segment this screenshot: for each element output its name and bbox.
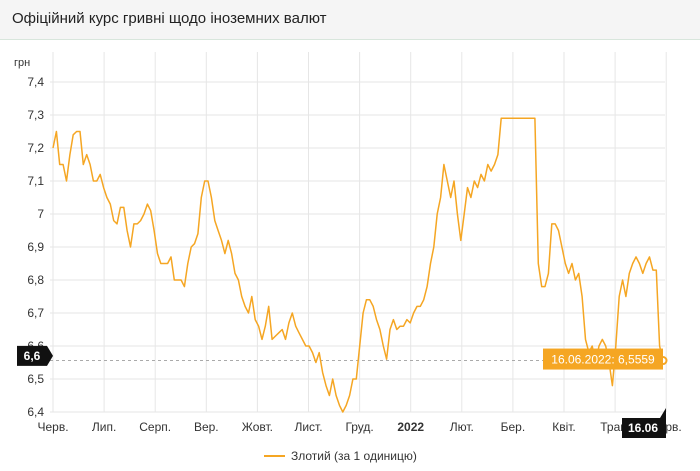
tooltip-box bbox=[543, 348, 663, 370]
x-tick-label: Лип. bbox=[92, 420, 116, 434]
x-axis-ticks: Черв. Лип. Серп. Вер. Жовт. Лист. Груд. 2022 Лют… bbox=[37, 420, 681, 434]
y-tick-label: 7,3 bbox=[27, 108, 44, 122]
y-axis-unit-label: грн bbox=[14, 57, 30, 69]
y-axis-ticks: 7,4 7,3 7,2 7,1 7 6,9 6,8 6,7 6,6 6,5 6,4 bbox=[27, 75, 44, 419]
page-title: Офіційний курс гривні щодо іноземних вал… bbox=[12, 10, 327, 27]
series-line-zloty bbox=[52, 117, 664, 413]
page-header: Офіційний курс гривні щодо іноземних вал… bbox=[0, 0, 700, 40]
y-tick-label: 7,4 bbox=[27, 75, 44, 89]
y-axis-badge: 6,6 bbox=[17, 345, 53, 366]
legend-label: Злотий (за 1 одиницю) bbox=[291, 449, 417, 463]
x-tick-label: Бер. bbox=[501, 420, 526, 434]
x-tick-label: Лют. bbox=[450, 420, 474, 434]
y-tick-label: 7,1 bbox=[27, 174, 44, 188]
x-tick-label: Груд. bbox=[345, 420, 373, 434]
y-axis-badge-text: 6,6 bbox=[24, 349, 41, 363]
y-tick-label: 6,7 bbox=[27, 306, 44, 320]
x-axis-badge-text: 16.06 bbox=[628, 421, 658, 435]
y-tick-label: 6,4 bbox=[27, 405, 44, 419]
x-tick-label: Жовт. bbox=[242, 420, 273, 434]
x-axis-badge-shape bbox=[622, 408, 666, 438]
x-tick-label: Черв. bbox=[37, 420, 68, 434]
x-tick-label: Серп. bbox=[139, 420, 171, 434]
y-tick-label: 6,5 bbox=[27, 372, 44, 386]
x-tick-label: Квіт. bbox=[552, 420, 576, 434]
y-tick-label: 6,8 bbox=[27, 273, 44, 287]
y-tick-label: 7,2 bbox=[27, 141, 44, 155]
x-axis-badge: 16.06 bbox=[622, 408, 666, 438]
y-tick-label: 7 bbox=[37, 207, 44, 221]
legend[interactable]: Злотий (за 1 одиницю) bbox=[264, 449, 417, 463]
x-tick-label: Лист. bbox=[294, 420, 322, 434]
tooltip-text: 16.06.2022: 6,5559 bbox=[551, 353, 655, 367]
y-axis-badge-shape bbox=[17, 345, 53, 366]
tooltip: 16.06.2022: 6,5559 bbox=[543, 348, 663, 370]
y-tick-label: 6,9 bbox=[27, 240, 44, 254]
x-tick-label: Вер. bbox=[194, 420, 219, 434]
x-tick-label: 2022 bbox=[397, 420, 424, 434]
